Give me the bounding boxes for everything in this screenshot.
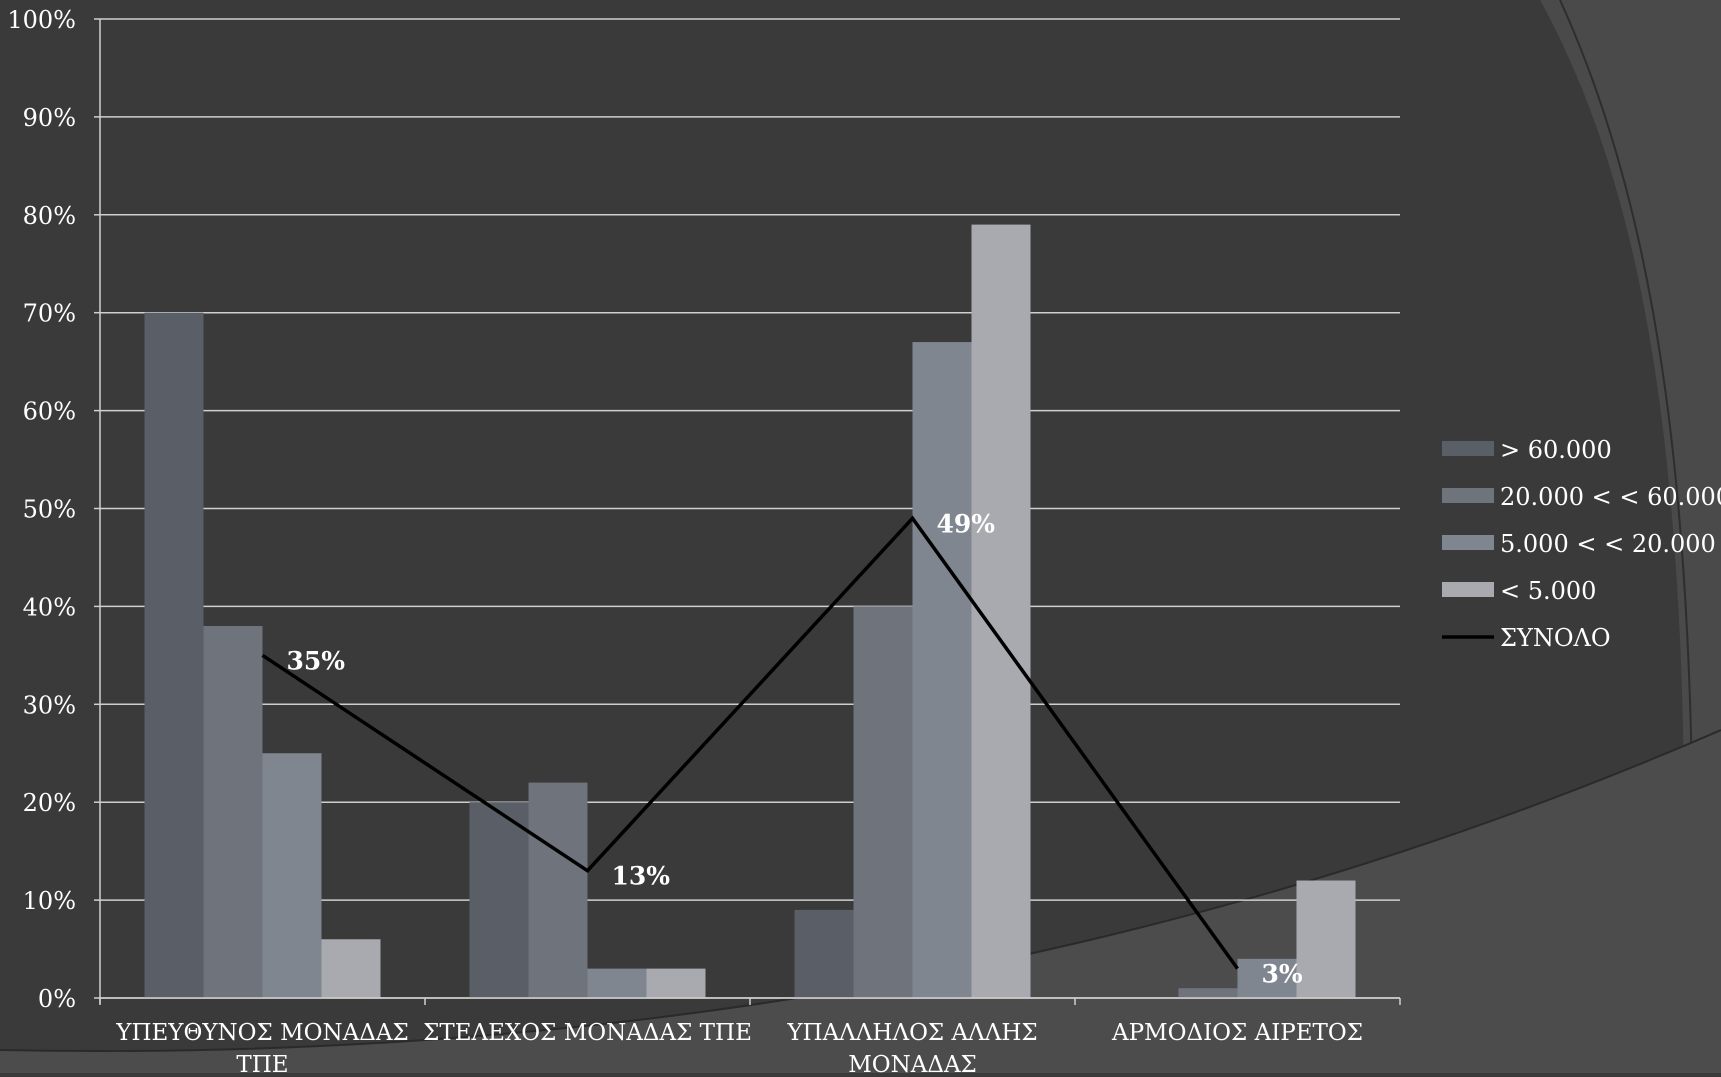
bar: [794, 909, 854, 998]
bar: [203, 625, 263, 998]
legend-label: 5.000 < < 20.000: [1500, 530, 1716, 558]
grid-lines: [100, 18, 1400, 999]
y-tick-label: 10%: [23, 887, 76, 915]
y-tick-label: 0%: [38, 985, 76, 1013]
bar: [912, 342, 972, 998]
total-line-group: 35% 13% 49% 3%: [261, 509, 1303, 989]
bar: [469, 802, 529, 998]
y-tick-label: 80%: [23, 202, 76, 230]
x-tick-label-line: ΑΡΜΟΔΙΟΣ ΑΙΡΕΤΟΣ: [1111, 1020, 1363, 1046]
legend-label: < 5.000: [1500, 577, 1596, 605]
bar: [262, 753, 322, 998]
legend-swatch: [1442, 441, 1494, 456]
legend-swatch: [1442, 582, 1494, 597]
x-tick-label: ΣΤΕΛΕΧΟΣ ΜΟΝΑΔΑΣ ΤΠΕ: [423, 1020, 752, 1046]
y-tick-label: 40%: [23, 593, 76, 621]
legend: > 60.000 20.000 < < 60.000 5.000 < < 20.00…: [1442, 436, 1721, 652]
background-arc-right: [1540, 0, 1721, 1073]
bar: [1237, 958, 1297, 998]
y-tick-label: 30%: [23, 691, 76, 719]
data-label: 49%: [937, 509, 996, 538]
legend-label: 20.000 < < 60.000: [1500, 483, 1721, 511]
data-label: 35%: [287, 646, 346, 675]
bar: [853, 606, 913, 998]
data-label: 13%: [612, 862, 671, 891]
y-tick-label: 90%: [23, 104, 76, 132]
x-tick-label: ΑΡΜΟΔΙΟΣ ΑΙΡΕΤΟΣ: [1111, 1020, 1363, 1046]
total-line: [261, 515, 1239, 970]
bar: [144, 312, 204, 998]
bar: [587, 968, 647, 998]
bar: [321, 939, 381, 998]
x-tick-label-line: ΜΟΝΑΔΑΣ: [848, 1052, 977, 1073]
x-tick-label-line: ΣΤΕΛΕΧΟΣ ΜΟΝΑΔΑΣ ΤΠΕ: [423, 1020, 752, 1046]
bar: [528, 782, 588, 998]
bar: [1296, 880, 1356, 998]
x-tick-label-line: ΥΠΕΥΘΥΝΟΣ ΜΟΝΑΔΑΣ: [115, 1020, 408, 1046]
y-tick-label: 60%: [23, 398, 76, 426]
x-tick-labels: ΥΠΕΥΘΥΝΟΣ ΜΟΝΑΔΑΣ ΤΠΕ ΣΤΕΛΕΧΟΣ ΜΟΝΑΔΑΣ ΤΠΕ…: [115, 1020, 1363, 1077]
legend-label: > 60.000: [1500, 436, 1612, 464]
y-tick-label: 70%: [23, 300, 76, 328]
legend-label: ΣΥΝΟΛΟ: [1500, 624, 1611, 652]
axes-group: [94, 18, 1401, 1005]
data-label: 3%: [1262, 960, 1303, 989]
bar: [1178, 988, 1238, 998]
y-tick-labels: 0% 10% 20% 30% 40% 50% 60% 70% 80% 90% 100%: [7, 6, 76, 1013]
bars-group: [144, 224, 1356, 999]
x-tick-label: ΥΠΕΥΘΥΝΟΣ ΜΟΝΑΔΑΣ ΤΠΕ: [115, 1020, 408, 1073]
y-tick-label: 100%: [7, 6, 76, 34]
legend-swatch: [1442, 488, 1494, 503]
x-tick-label-line: ΥΠΑΛΛΗΛΟΣ ΑΛΛΗΣ: [786, 1020, 1037, 1046]
y-tick-label: 50%: [23, 496, 76, 524]
legend-swatch: [1442, 535, 1494, 550]
y-tick-label: 20%: [23, 789, 76, 817]
bar: [646, 968, 706, 998]
x-tick-label-line: ΤΠΕ: [236, 1052, 288, 1073]
